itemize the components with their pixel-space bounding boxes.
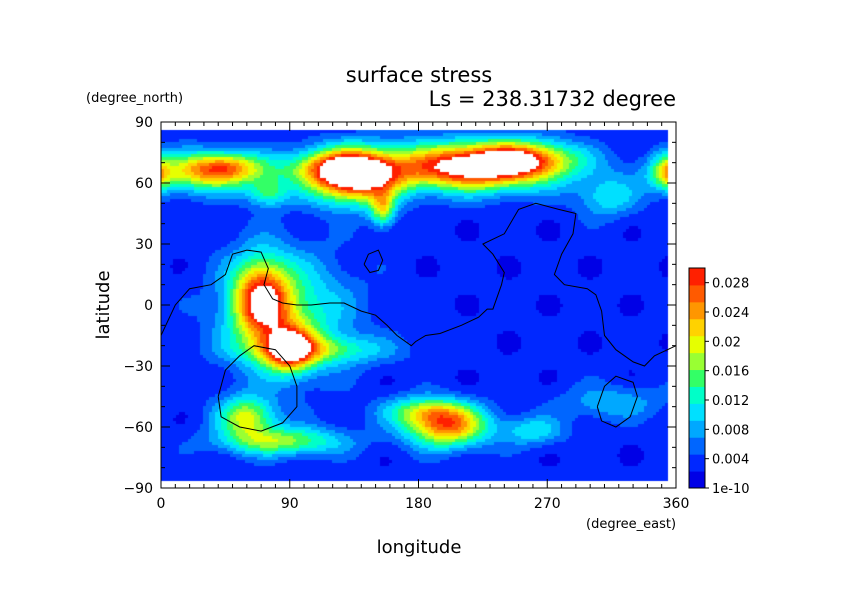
- y-tick-label: −60: [123, 420, 153, 436]
- continent-outline-layer: [160, 202, 677, 432]
- x-tick-label: 180: [405, 496, 432, 512]
- colorbar-label: 0.02: [712, 335, 741, 350]
- colorbar-swatch: [689, 420, 705, 438]
- heatmap-field: [161, 122, 676, 488]
- plot-area: 0 90 180 270 360 90 60 30 0 −30 −60 −90: [123, 115, 689, 512]
- x-tick-label: 270: [534, 496, 561, 512]
- x-tick-label: 360: [663, 496, 690, 512]
- x-units-label: (degree_east): [586, 517, 676, 532]
- x-axis-label: longitude: [377, 537, 462, 558]
- continent-outline-2: [363, 249, 384, 274]
- colorbar-swatch: [689, 437, 705, 455]
- continent-outline-1: [160, 202, 677, 367]
- chart-title: surface stress: [346, 63, 492, 87]
- continent-outline-4: [596, 375, 638, 428]
- colorbar-swatch: [689, 352, 705, 371]
- y-tick-label: −30: [123, 359, 153, 375]
- colorbar: 0.028 0.024 0.02 0.016 0.012 0.008 0.004 1e-10: [688, 267, 750, 497]
- y-tick-label: −90: [123, 481, 153, 497]
- colorbar-label: 0.008: [712, 423, 749, 438]
- y-units-label: (degree_north): [86, 91, 183, 106]
- colorbar-swatch: [689, 386, 705, 404]
- x-tick-label: 90: [281, 496, 299, 512]
- colorbar-label: 0.024: [712, 306, 749, 321]
- colorbar-swatch: [689, 335, 705, 354]
- y-tick-label: 90: [135, 115, 153, 131]
- colorbar-swatch: [689, 403, 705, 421]
- colorbar-swatch: [689, 301, 705, 320]
- y-axis-label: latitude: [93, 270, 114, 339]
- colorbar-label: 1e-10: [712, 482, 750, 497]
- y-tick-label: 30: [135, 237, 153, 253]
- colorbar-frame: [688, 267, 706, 489]
- colorbar-swatch: [689, 284, 705, 303]
- colorbar-swatch: [689, 471, 705, 489]
- colorbar-swatch: [689, 268, 705, 286]
- colorbar-label: 0.028: [712, 277, 749, 292]
- colorbar-label: 0.004: [712, 453, 749, 468]
- continent-outline-3: [217, 345, 298, 432]
- colorbar-label: 0.016: [712, 365, 749, 380]
- colorbar-swatch: [689, 318, 705, 337]
- x-tick-label: 0: [157, 496, 166, 512]
- colorbar-swatch: [689, 454, 705, 472]
- chart-subtitle: Ls = 238.31732 degree: [429, 87, 676, 111]
- x-axis-ticks: 0 90 180 270 360: [157, 122, 690, 512]
- colorbar-label: 0.012: [712, 394, 749, 409]
- y-axis-ticks: 90 60 30 0 −30 −60 −90: [123, 115, 676, 497]
- colorbar-swatch: [689, 369, 705, 387]
- y-tick-label: 60: [135, 176, 153, 192]
- y-tick-label: 0: [144, 298, 153, 314]
